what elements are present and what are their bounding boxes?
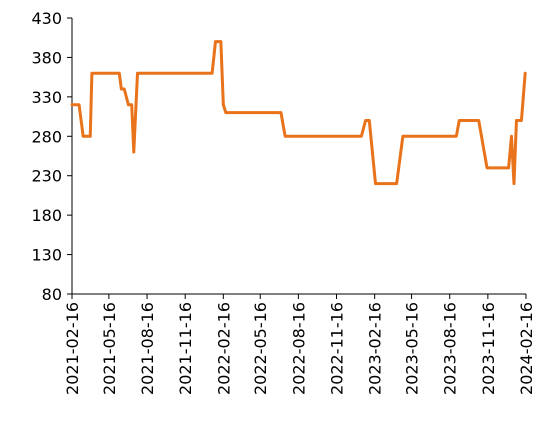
x-tick-label: 2021-05-16 <box>100 302 119 395</box>
x-tick-label: 2023-02-16 <box>366 302 385 395</box>
y-axis: 80 130 180 230 280 330 380 430 <box>31 9 73 304</box>
y-tick-label: 230 <box>31 167 62 186</box>
y-tick-label: 430 <box>31 9 62 28</box>
x-tick-label: 2023-05-16 <box>403 302 422 395</box>
x-tick-label: 2021-11-16 <box>176 302 195 395</box>
x-tick-label: 2022-11-16 <box>328 302 347 395</box>
x-tick-label: 2024-02-16 <box>517 302 536 395</box>
x-tick-label: 2021-02-16 <box>63 302 82 395</box>
x-tick-label: 2023-08-16 <box>441 302 460 395</box>
series-group <box>70 40 527 186</box>
x-tick-label: 2022-05-16 <box>251 302 270 395</box>
y-tick-label: 280 <box>31 127 62 146</box>
y-tick-label: 380 <box>31 48 62 67</box>
y-tick-label: 180 <box>31 206 62 225</box>
x-tick-label: 2023-11-16 <box>479 302 498 395</box>
y-tick-label: 330 <box>31 88 62 107</box>
y-tick-label: 130 <box>31 246 62 265</box>
x-tick-label: 2022-02-16 <box>214 302 233 395</box>
x-tick-label: 2022-08-16 <box>289 302 308 395</box>
x-tick-label: 2021-08-16 <box>138 302 157 395</box>
x-axis: 2021-02-16 2021-05-16 2021-08-16 2021-11-16… <box>63 293 536 395</box>
series-line <box>70 40 527 186</box>
y-tick-label: 80 <box>42 285 62 304</box>
